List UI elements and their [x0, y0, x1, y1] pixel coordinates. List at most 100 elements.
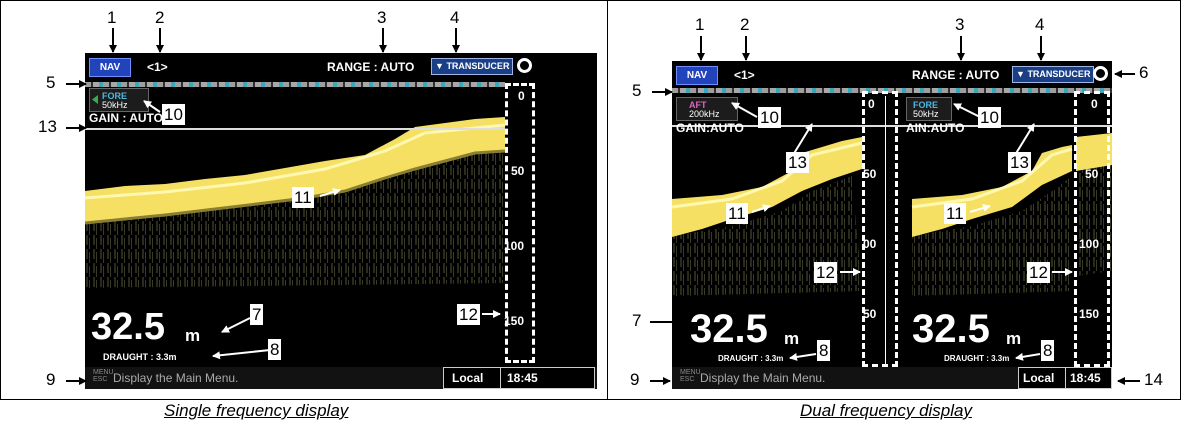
- gain-indicator: AIN:AUTO: [906, 121, 965, 135]
- single-echo-screen: NAV <1> RANGE : AUTO ▼ TRANSDUCER FORE 5…: [85, 53, 597, 389]
- scale-label: 150: [504, 314, 525, 328]
- nav-button[interactable]: NAV: [676, 66, 718, 85]
- callout-10: 10: [758, 107, 781, 128]
- gain-zero-line: [85, 128, 505, 130]
- time-zone: Local: [1023, 371, 1055, 385]
- callout-5: 5: [46, 73, 56, 92]
- draught-readout: DRAUGHT : 3.3m: [944, 354, 1010, 363]
- scale-label: 0: [1091, 97, 1098, 111]
- scale-label: 0: [518, 89, 525, 103]
- callout-7: 7: [250, 304, 264, 325]
- callout-8: 8: [268, 339, 282, 360]
- scale-label: 0: [868, 97, 875, 111]
- echo-display: [85, 117, 506, 288]
- clock-display: Local 18:45: [1018, 367, 1112, 389]
- menu-esc-key-icon[interactable]: MENU ESC: [93, 369, 114, 383]
- record-ring-icon[interactable]: [517, 58, 532, 73]
- callout-4: 4: [1035, 15, 1045, 34]
- down-arrow-icon: ▼: [435, 61, 444, 71]
- scale-label: 100: [1079, 237, 1100, 251]
- gain-indicator: GAIN : AUTO: [89, 111, 163, 125]
- channel-frequency: 50kHz: [102, 100, 128, 110]
- dual-status-bar: NAV <1> RANGE : AUTO ▼ TRANSDUCER: [672, 61, 1112, 88]
- color-bar: [85, 82, 505, 87]
- callout-10: 10: [162, 104, 185, 125]
- callout-3: 3: [377, 8, 387, 27]
- fore-channel-chip[interactable]: FORE 50kHz: [906, 97, 952, 121]
- message-text: Display the Main Menu.: [700, 371, 826, 385]
- callout-9: 9: [630, 370, 640, 389]
- gain-zero-line: [672, 125, 1112, 127]
- channel-name: AFT: [689, 100, 707, 110]
- transducer-label: TRANSDUCER: [446, 61, 510, 71]
- callout-13: 13: [38, 117, 57, 136]
- record-ring-icon[interactable]: [1093, 66, 1108, 81]
- callout-12: 12: [1027, 262, 1050, 283]
- gain-indicator: GAIN:AUTO: [676, 121, 744, 135]
- nav-button[interactable]: NAV: [89, 58, 131, 77]
- time: 18:45: [500, 368, 538, 388]
- callout-7: 7: [632, 311, 642, 330]
- message-text: Display the Main Menu.: [113, 371, 239, 385]
- frequency-channel-chip[interactable]: FORE 50kHz: [89, 88, 149, 112]
- color-bar: [672, 88, 1112, 93]
- depth-unit: m: [185, 326, 201, 345]
- callout-1: 1: [695, 15, 705, 34]
- depth-readout: 32.5: [690, 307, 768, 351]
- transducer-button[interactable]: ▼ TRANSDUCER: [431, 58, 514, 75]
- callout-5: 5: [632, 81, 642, 100]
- callout-4: 4: [450, 8, 460, 27]
- aft-channel-chip[interactable]: AFT 200kHz: [676, 97, 738, 121]
- scale-label: 50: [1085, 167, 1099, 181]
- callout-6: 6: [560, 56, 570, 75]
- callout-13: 13: [1008, 152, 1031, 173]
- seabed-noise: [1076, 161, 1112, 276]
- callout-12: 12: [457, 304, 480, 325]
- channel-name: FORE: [102, 91, 128, 101]
- clock-display: Local 18:45: [443, 367, 595, 389]
- callout-2: 2: [155, 8, 165, 27]
- chevron-left-icon: [92, 95, 98, 104]
- message-bar: MENU ESC Display the Main Menu.: [672, 367, 1112, 389]
- time: 18:45: [1065, 368, 1101, 388]
- callout-14: 14: [1144, 370, 1163, 389]
- callout-11: 11: [944, 203, 966, 224]
- channel-name: FORE: [913, 100, 939, 110]
- depth-unit: m: [1006, 329, 1022, 348]
- seabed-echo: [1076, 133, 1112, 171]
- depth-readout: 32.5: [912, 307, 990, 351]
- callout-3: 3: [955, 15, 965, 34]
- transducer-label: TRANSDUCER: [1027, 69, 1091, 79]
- draught-readout: DRAUGHT : 3.3m: [718, 354, 784, 363]
- callout-12: 12: [814, 262, 837, 283]
- callout-11: 11: [726, 203, 748, 224]
- callout-13: 13: [786, 152, 809, 173]
- callout-9: 9: [46, 370, 56, 389]
- callout-1: 1: [107, 8, 117, 27]
- time-zone: Local: [452, 371, 484, 385]
- range-indicator: RANGE : AUTO: [327, 60, 415, 74]
- scale-line: [885, 96, 886, 364]
- depth-scale-left: 0 50 00 50: [862, 91, 898, 367]
- channel-frequency: 50kHz: [913, 109, 939, 119]
- range-indicator: RANGE : AUTO: [912, 68, 1000, 82]
- callout-8: 8: [1041, 340, 1055, 361]
- menu-esc-key-icon[interactable]: MENU ESC: [680, 369, 701, 383]
- channel-frequency: 200kHz: [689, 109, 720, 119]
- depth-unit: m: [784, 329, 800, 348]
- screen-number[interactable]: <1>: [734, 68, 755, 82]
- callout-14: 14: [563, 370, 582, 389]
- depth-scale: 0 50 100 150: [504, 83, 535, 363]
- callout-8: 8: [817, 340, 831, 361]
- scale-label: 150: [1079, 307, 1100, 321]
- screen-number[interactable]: <1>: [147, 60, 168, 74]
- callout-11: 11: [292, 187, 314, 208]
- scale-label: 50: [511, 164, 525, 178]
- caption-dual: Dual frequency display: [800, 401, 972, 420]
- depth-scale-right: 0 50 100 150: [1074, 91, 1110, 367]
- scale-label: 50: [863, 307, 877, 321]
- callout-6: 6: [1139, 63, 1149, 82]
- callout-2: 2: [740, 15, 750, 34]
- single-status-bar: NAV <1> RANGE : AUTO ▼ TRANSDUCER: [85, 53, 597, 82]
- callout-10: 10: [978, 107, 1001, 128]
